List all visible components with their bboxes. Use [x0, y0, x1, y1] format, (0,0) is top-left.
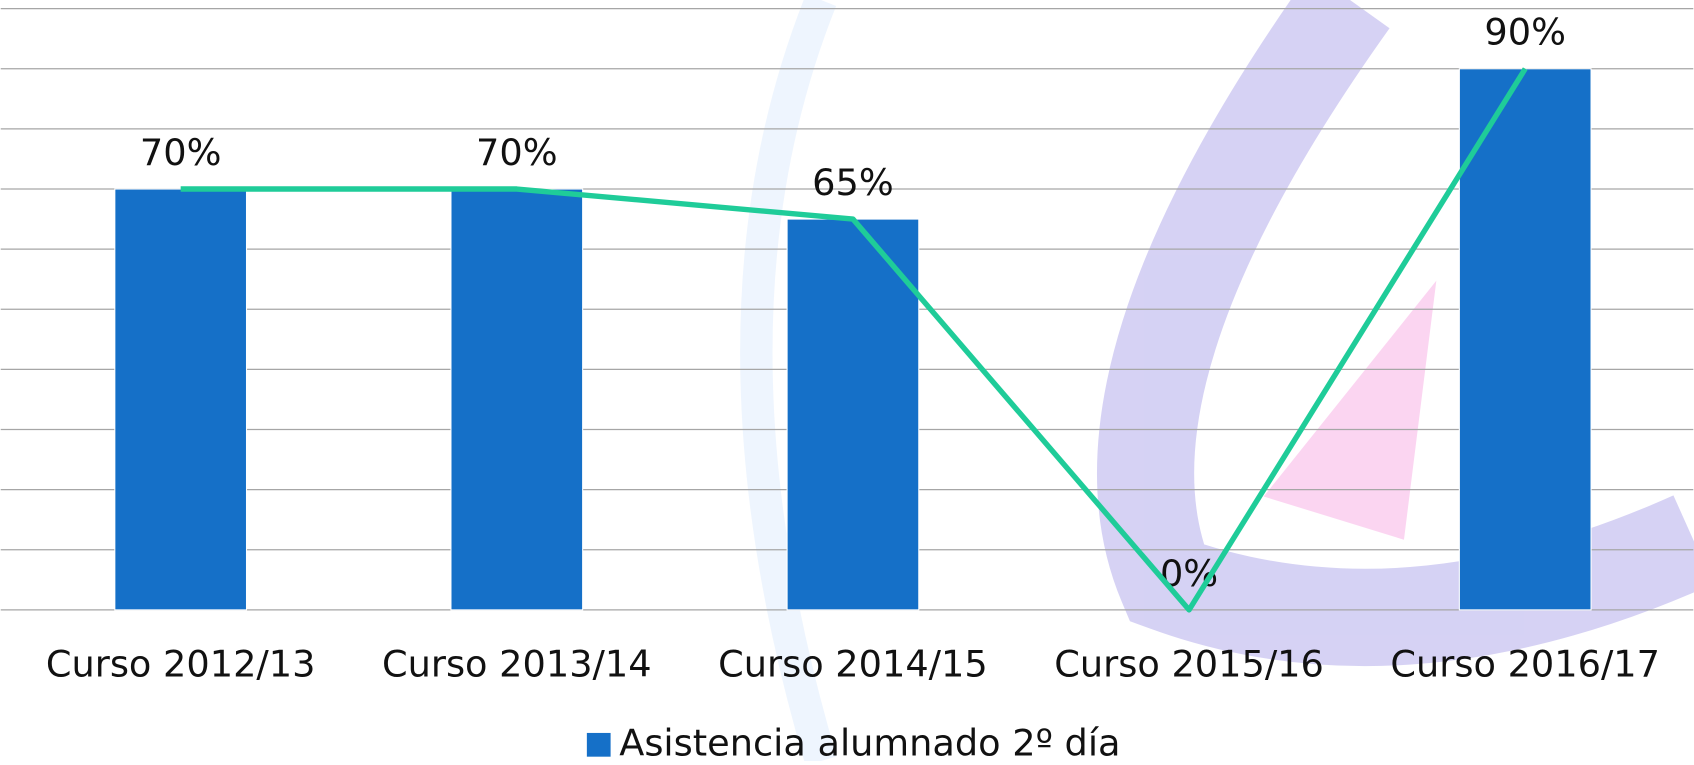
- bar: [1459, 69, 1591, 610]
- x-tick-label: Curso 2014/15: [718, 643, 988, 686]
- data-label: 70%: [476, 131, 558, 174]
- x-tick-label: Curso 2013/14: [382, 643, 652, 686]
- data-label: 70%: [140, 131, 222, 174]
- legend-label: Asistencia alumnado 2º día: [619, 721, 1120, 761]
- bar: [115, 189, 247, 610]
- x-tick-label: Curso 2015/16: [1054, 643, 1324, 686]
- x-tick-label: Curso 2012/13: [46, 643, 316, 686]
- data-label: 90%: [1484, 11, 1566, 54]
- watermark-shape: [1264, 281, 1437, 540]
- chart: Curso 2012/13 Curso 2013/14 Curso 2014/15 C…: [0, 0, 1694, 761]
- bar: [451, 189, 583, 610]
- legend-swatch: [587, 733, 611, 757]
- data-label: 65%: [812, 161, 894, 204]
- bar: [787, 219, 919, 610]
- x-tick-label: Curso 2016/17: [1390, 643, 1660, 686]
